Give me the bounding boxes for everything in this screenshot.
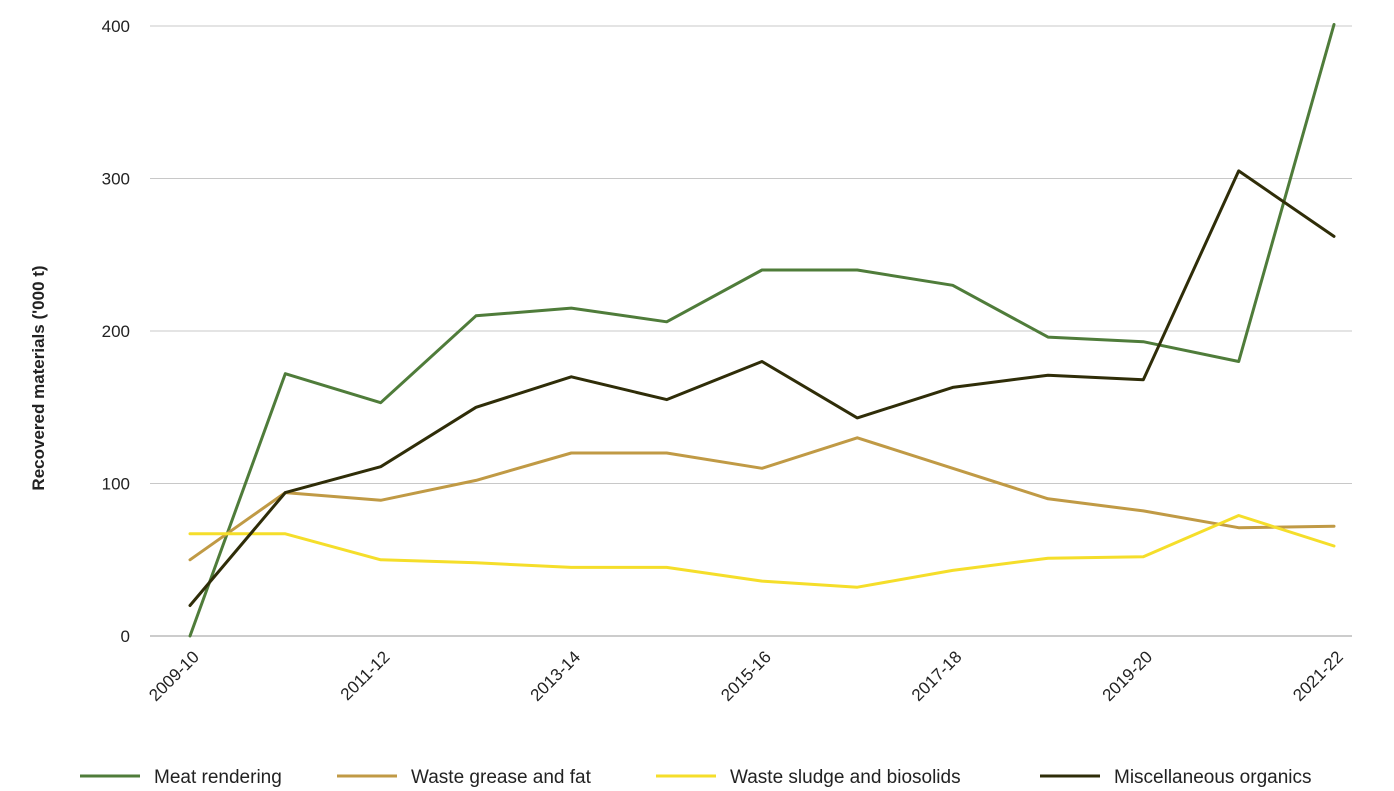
series-lines	[188, 23, 1336, 638]
y-tick-label: 100	[102, 475, 130, 494]
series-line-miscellaneous-organics	[188, 169, 1336, 607]
x-axis-ticks: 2009-10 2011-12 2013-14 2015-16 2017-18 2019-…	[145, 647, 1347, 705]
y-axis-ticks: 0 100 200 300 400	[102, 17, 130, 646]
x-tick-label: 2019-20	[1099, 647, 1157, 705]
gridlines	[150, 25, 1352, 637]
legend: Meat rendering Waste grease and fat Waste …	[80, 767, 1312, 788]
x-tick-label: 2013-14	[527, 647, 585, 705]
x-tick-label: 2011-12	[337, 647, 394, 704]
x-tick-label: 2021-22	[1289, 647, 1347, 705]
x-tick-label: 2017-18	[908, 647, 966, 705]
y-tick-label: 300	[102, 170, 130, 189]
series-line-waste-grease-and-fat	[188, 436, 1336, 562]
y-tick-label: 400	[102, 17, 130, 36]
legend-label-waste-grease-and-fat: Waste grease and fat	[411, 767, 592, 788]
series-line-waste-sludge-and-biosolids	[188, 514, 1336, 589]
y-tick-label: 200	[102, 322, 130, 341]
y-axis-title: Recovered materials ('000 t)	[29, 265, 48, 490]
legend-label-meat-rendering: Meat rendering	[154, 767, 282, 788]
series-line-meat-rendering	[188, 23, 1336, 638]
y-tick-label: 0	[121, 627, 130, 646]
x-tick-label: 2015-16	[717, 647, 775, 705]
x-tick-label: 2009-10	[145, 647, 203, 705]
legend-label-waste-sludge-and-biosolids: Waste sludge and biosolids	[730, 767, 961, 788]
legend-label-miscellaneous-organics: Miscellaneous organics	[1114, 767, 1312, 788]
